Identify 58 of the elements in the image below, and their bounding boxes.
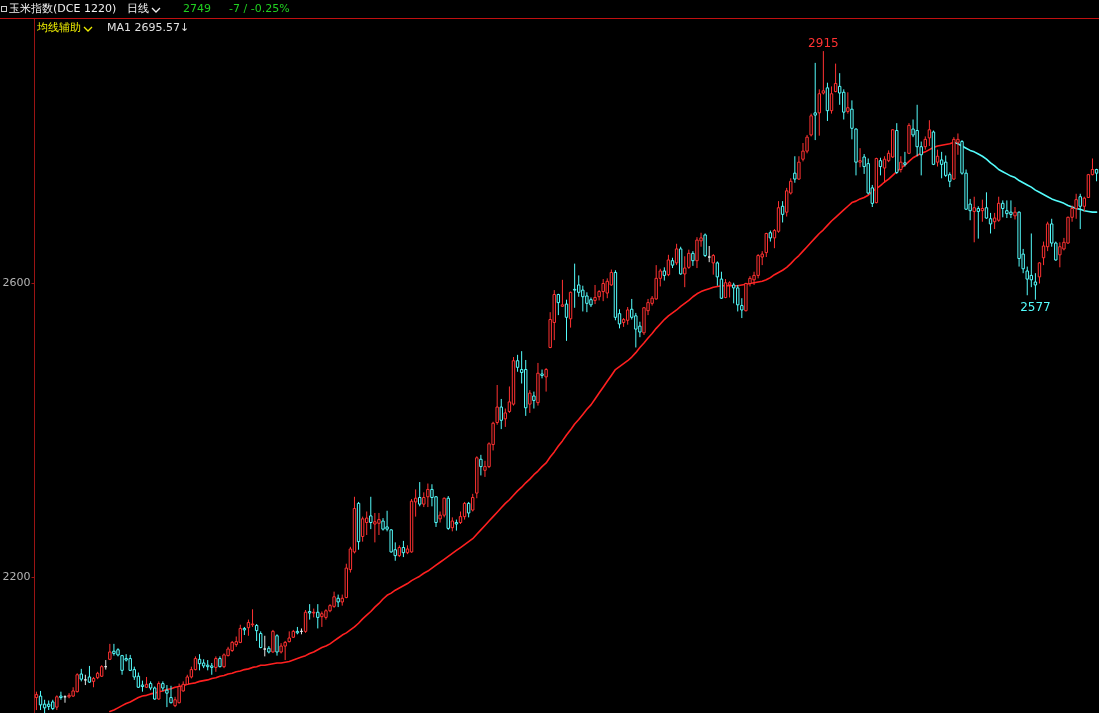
candlestick — [825, 82, 830, 122]
candlestick — [585, 291, 589, 313]
candlestick — [817, 88, 821, 137]
y-tick-label: 2600 — [2, 276, 31, 290]
text: -7 / -0.25% — [229, 1, 290, 17]
candlestick — [365, 510, 369, 536]
candlestick — [165, 684, 169, 708]
candlestick — [271, 629, 275, 654]
candlestick — [829, 85, 834, 115]
candlestick — [601, 278, 605, 302]
candlestick — [976, 205, 981, 240]
candlestick — [711, 253, 715, 276]
candlestick — [833, 63, 838, 93]
candlestick — [544, 367, 548, 393]
candlestick — [426, 483, 430, 508]
candlestick — [572, 263, 577, 309]
chart-title: 玉米指数(DCE 1220) — [9, 1, 117, 17]
candlestick — [283, 640, 287, 661]
candlestick — [1037, 261, 1042, 284]
candlestick — [373, 512, 377, 543]
y-tick-label: 2200 — [2, 570, 31, 584]
annotation: 2915 — [808, 36, 839, 51]
candlestick — [972, 196, 976, 243]
candlestick — [1033, 272, 1038, 301]
line-series — [109, 141, 955, 713]
candlestick — [813, 62, 817, 141]
candlestick — [634, 312, 638, 348]
candlestick — [695, 236, 699, 269]
candlestick — [980, 199, 985, 223]
candlestick — [1005, 199, 1009, 219]
candlestick — [157, 680, 161, 701]
candlestick — [499, 398, 503, 430]
candlestick — [1074, 193, 1078, 220]
candlestick — [997, 196, 1001, 223]
candlestick — [593, 284, 597, 305]
annotation: 2577 — [1020, 299, 1051, 314]
candlestick — [418, 481, 422, 507]
candlestick — [320, 611, 324, 628]
text: 2749 — [183, 1, 211, 17]
candlestick — [882, 155, 887, 184]
candlestick — [1058, 241, 1062, 268]
candlestick — [503, 408, 508, 428]
candlestick — [1009, 199, 1013, 219]
candlestick — [169, 685, 173, 704]
candlestick — [303, 609, 308, 634]
candlestick — [316, 603, 320, 629]
candlestick — [67, 692, 71, 699]
annotation: MA1 2695.57↓ — [107, 20, 190, 36]
text: 日线 — [127, 1, 149, 17]
candlestick — [112, 643, 116, 657]
annotation: 均线辅助 — [37, 20, 81, 36]
candlestick — [915, 104, 919, 157]
candlestick — [369, 496, 373, 530]
candlestick — [842, 88, 846, 120]
candlestick — [275, 633, 279, 657]
candlestick — [703, 232, 707, 258]
candlestick — [581, 285, 585, 312]
candlestick — [1029, 232, 1034, 288]
